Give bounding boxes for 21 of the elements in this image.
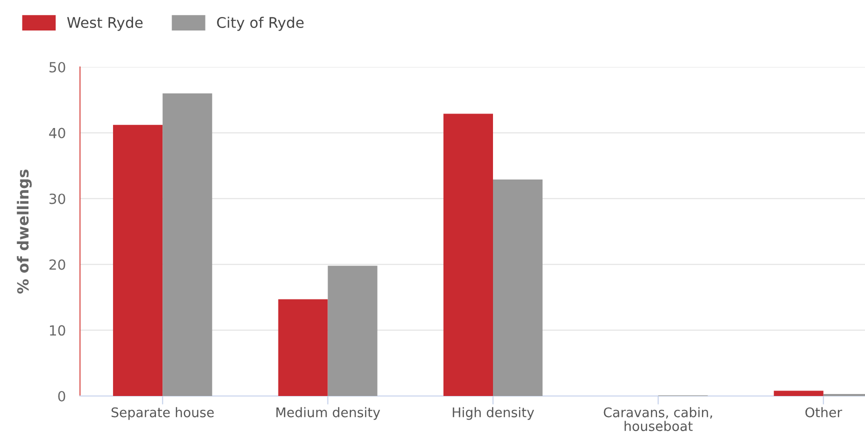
bar [774, 390, 824, 396]
bar [113, 124, 163, 396]
y-tick-label: 20 [49, 259, 66, 270]
x-tick-label: Medium density [276, 407, 380, 420]
x-tick-label: Separate house [112, 407, 214, 420]
bar [328, 266, 378, 396]
y-tick-label: 0 [58, 390, 66, 402]
legend-label: West Ryde [67, 16, 143, 31]
bar [443, 114, 493, 396]
x-tick-label: High density [452, 407, 534, 420]
y-tick-label: 10 [50, 325, 66, 336]
bar [493, 180, 543, 396]
x-tick-label: Other [805, 407, 842, 418]
y-tick-label: 40 [49, 128, 66, 138]
y-tick-label: 50 [50, 62, 66, 72]
bar [162, 93, 212, 396]
x-tick-label: Caravans, cabin, houseboat [604, 407, 712, 432]
y-tick-label: 30 [49, 194, 66, 204]
bar [278, 299, 328, 396]
legend-label: City of Ryde [217, 16, 304, 31]
y-axis-title: % of dwellings [16, 170, 32, 294]
